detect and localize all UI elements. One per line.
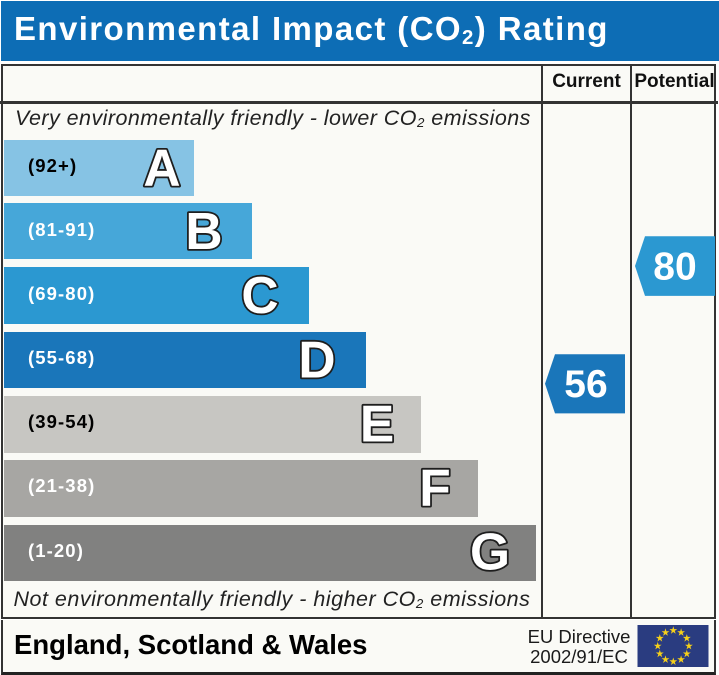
svg-text:80: 80 bbox=[653, 246, 696, 289]
svg-text:A: A bbox=[143, 139, 180, 197]
svg-text:D: D bbox=[298, 331, 335, 389]
svg-text:G: G bbox=[470, 523, 510, 581]
svg-text:56: 56 bbox=[564, 363, 607, 406]
svg-text:B: B bbox=[185, 202, 222, 260]
svg-text:F: F bbox=[419, 459, 450, 517]
svg-text:E: E bbox=[360, 395, 394, 453]
svg-text:C: C bbox=[241, 266, 278, 324]
